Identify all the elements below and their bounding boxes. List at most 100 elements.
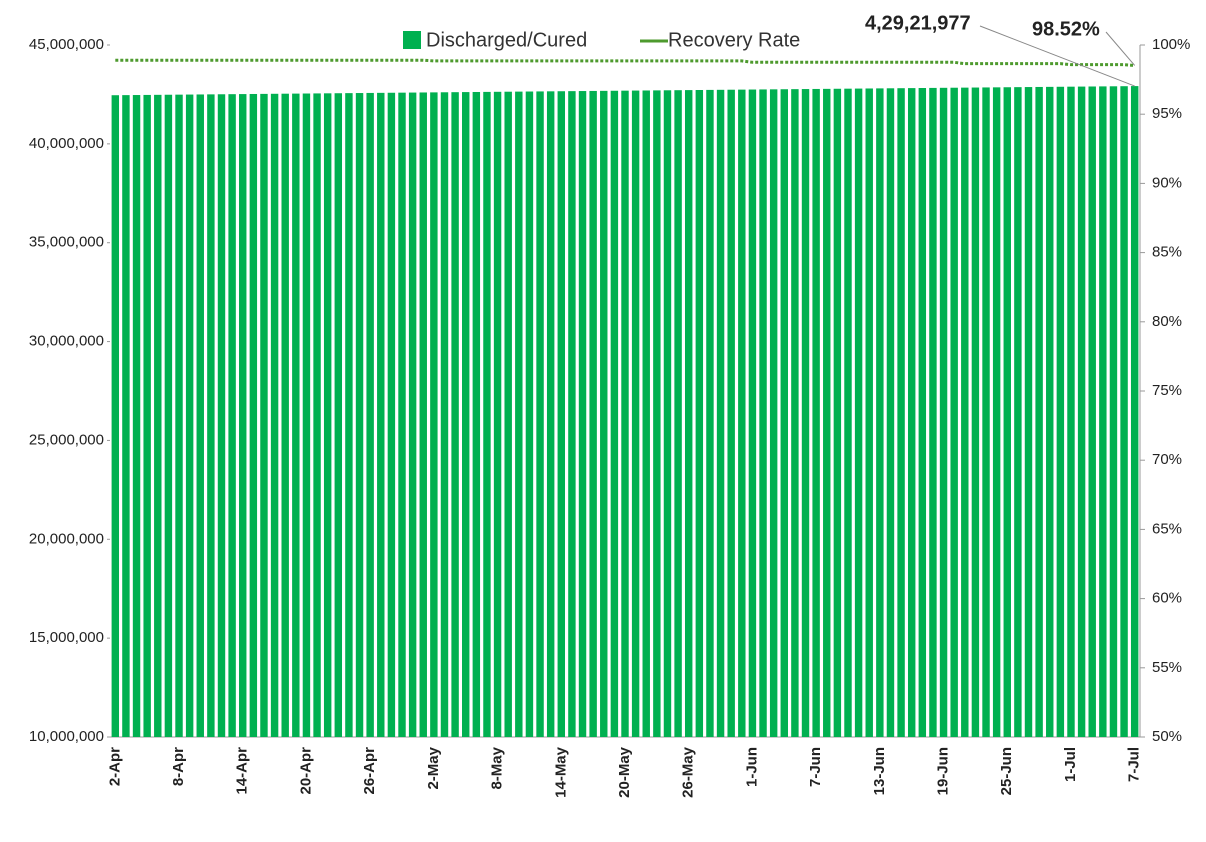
- annotation: 4,29,21,977: [865, 12, 971, 34]
- legend-label: Discharged/Cured: [426, 29, 587, 51]
- x-tick-label: 13-Jun: [871, 747, 888, 795]
- y-tick-label: 15,000,000: [29, 629, 104, 646]
- bar: [355, 93, 364, 737]
- y2-tick-label: 80%: [1152, 313, 1182, 330]
- x-tick-label: 14-May: [552, 746, 569, 798]
- bar: [143, 94, 151, 738]
- bar: [239, 94, 247, 738]
- bar: [334, 93, 343, 738]
- x-tick-label: 14-Apr: [234, 747, 251, 795]
- bar: [504, 91, 512, 738]
- bar: [546, 91, 555, 737]
- legend-swatch: [403, 31, 421, 49]
- bar: [833, 88, 842, 737]
- bar: [462, 92, 470, 737]
- y2-tick-label: 85%: [1152, 244, 1182, 261]
- bar: [748, 89, 757, 737]
- bar: [366, 92, 374, 737]
- bar: [631, 90, 640, 737]
- bar: [674, 90, 682, 737]
- bar: [1046, 86, 1054, 737]
- bar: [1035, 86, 1043, 737]
- y-tick-label: 35,000,000: [29, 234, 104, 251]
- bar: [525, 91, 534, 738]
- bar: [440, 92, 449, 737]
- bar: [1130, 86, 1139, 738]
- bar: [430, 92, 438, 738]
- y2-tick-label: 50%: [1152, 728, 1182, 745]
- bar: [600, 90, 608, 738]
- y2-tick-label: 60%: [1152, 590, 1182, 607]
- x-tick-label: 7-Jul: [1126, 747, 1143, 782]
- bar: [791, 89, 799, 738]
- y2-tick-label: 70%: [1152, 451, 1182, 468]
- bar: [865, 88, 873, 737]
- bar: [854, 88, 863, 737]
- bar: [727, 89, 735, 737]
- bar: [578, 91, 587, 737]
- leader: [1105, 31, 1136, 66]
- bar: [653, 90, 661, 737]
- x-tick-label: 26-Apr: [361, 747, 378, 795]
- bar: [610, 90, 619, 738]
- bar: [1099, 86, 1107, 738]
- y-tick-label: 45,000,000: [29, 36, 104, 53]
- leader: [979, 25, 1135, 87]
- bar: [823, 88, 831, 737]
- bar: [377, 92, 385, 737]
- bar: [950, 87, 958, 737]
- bar: [642, 90, 650, 737]
- bar: [323, 93, 332, 738]
- y-tick-label: 10,000,000: [29, 728, 104, 745]
- bar: [929, 87, 937, 737]
- bar: [939, 87, 948, 737]
- bar: [196, 94, 204, 737]
- legend-label: Recovery Rate: [668, 29, 800, 51]
- bar: [706, 89, 714, 738]
- bar: [313, 93, 321, 738]
- y-tick-label: 30,000,000: [29, 333, 104, 350]
- x-tick-label: 19-Jun: [935, 747, 952, 795]
- y2-tick-label: 100%: [1152, 36, 1190, 53]
- bar: [961, 87, 969, 737]
- bar: [971, 87, 980, 738]
- y2-tick-label: 95%: [1152, 105, 1182, 122]
- bar: [483, 91, 491, 737]
- y-tick-label: 25,000,000: [29, 431, 104, 448]
- bar: [249, 93, 258, 737]
- bar: [780, 89, 788, 738]
- x-tick-label: 8-Apr: [170, 747, 187, 786]
- bar: [557, 91, 566, 737]
- bar: [472, 91, 481, 737]
- bar: [1120, 86, 1128, 737]
- bar: [695, 89, 704, 738]
- bar: [801, 89, 810, 738]
- bar: [228, 94, 236, 738]
- bar: [154, 94, 162, 737]
- bar: [111, 95, 120, 738]
- bar: [302, 93, 311, 738]
- x-tick-label: 8-May: [489, 746, 506, 789]
- bar: [1014, 87, 1022, 737]
- bar: [185, 94, 194, 737]
- bar: [281, 93, 289, 737]
- y2-tick-label: 75%: [1152, 382, 1182, 399]
- x-tick-label: 1-Jun: [743, 747, 760, 787]
- y2-tick-label: 65%: [1152, 520, 1182, 537]
- bar: [1024, 87, 1033, 737]
- bar: [982, 87, 990, 738]
- bar: [769, 89, 778, 737]
- bar: [759, 89, 767, 737]
- bar: [451, 92, 459, 737]
- bar: [398, 92, 406, 738]
- x-tick-label: 25-Jun: [998, 747, 1015, 795]
- x-tick-label: 7-Jun: [807, 747, 824, 787]
- bar: [568, 91, 576, 737]
- y-tick-label: 40,000,000: [29, 135, 104, 152]
- bar: [663, 90, 672, 737]
- bar: [408, 92, 417, 738]
- bar: [886, 88, 895, 738]
- bar: [589, 90, 597, 738]
- bar: [1077, 86, 1086, 738]
